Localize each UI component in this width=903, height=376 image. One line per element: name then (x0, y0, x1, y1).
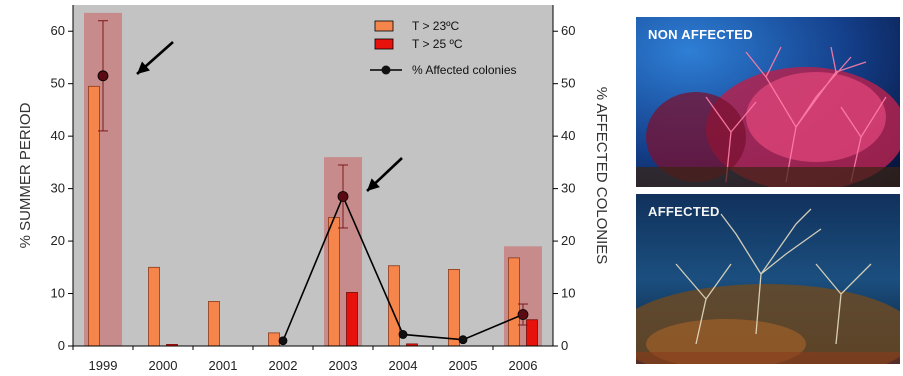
right-tick-label-10: 10 (561, 286, 575, 301)
left-tick-label-0: 0 (58, 338, 65, 353)
point-affected-2004 (398, 330, 408, 339)
point-affected-2002 (278, 336, 288, 346)
legend-swatch-t25 (374, 38, 394, 50)
left-tick-label-30: 30 (51, 181, 65, 196)
affected-label: AFFECTED (648, 204, 720, 219)
left-tick-label-60: 60 (51, 23, 65, 38)
bleached-gorgonian-image (636, 194, 900, 364)
left-tick-label-20: 20 (51, 233, 65, 248)
point-affected-2003 (337, 191, 349, 202)
legend-label-affected: % Affected colonies (412, 63, 517, 77)
affected-photo: AFFECTED (636, 194, 900, 364)
legend-marker-affected (381, 65, 391, 75)
bar-t23-2006 (508, 257, 520, 347)
right-tick-label-60: 60 (561, 23, 575, 38)
y2-axis-title: % AFFECTED COLONIES (593, 87, 610, 265)
plot-area (73, 5, 553, 346)
right-tick-label-50: 50 (561, 76, 575, 91)
x-tick-label-2001: 2001 (209, 358, 238, 373)
right-tick-label-40: 40 (561, 128, 575, 143)
bar-t25-2003 (346, 292, 358, 347)
bar-t23-2003 (328, 217, 340, 347)
x-tick-label-2004: 2004 (389, 358, 418, 373)
non-affected-photo: NON AFFECTED (636, 17, 900, 187)
point-affected-2005 (458, 335, 468, 345)
legend-label-t23: T > 23ºC (412, 19, 460, 33)
x-tick-label-2003: 2003 (329, 358, 358, 373)
non-affected-label: NON AFFECTED (648, 27, 753, 42)
bar-t25-2006 (526, 319, 538, 347)
arrow-2003-head (367, 178, 380, 191)
arrow-1999-head (137, 61, 150, 74)
left-tick-label-50: 50 (51, 76, 65, 91)
point-affected-2006 (517, 309, 529, 320)
left-tick-label-10: 10 (51, 286, 65, 301)
legend-swatch-t23 (374, 20, 394, 32)
x-tick-label-2002: 2002 (269, 358, 298, 373)
x-tick-label-1999: 1999 (89, 358, 118, 373)
left-tick-label-40: 40 (51, 128, 65, 143)
bar-t23-2002 (268, 332, 280, 347)
x-tick-label-2006: 2006 (509, 358, 538, 373)
right-tick-label-0: 0 (561, 338, 568, 353)
legend-label-t25: T > 25 ºC (412, 37, 463, 51)
bar-t23-2000 (148, 266, 160, 347)
y-axis-title: % SUMMER PERIOD (17, 102, 34, 248)
point-affected-1999 (97, 70, 109, 82)
red-gorgonian-image (636, 17, 900, 187)
bar-t23-2001 (208, 301, 220, 347)
right-tick-label-30: 30 (561, 181, 575, 196)
x-tick-label-2000: 2000 (149, 358, 178, 373)
x-tick-label-2005: 2005 (449, 358, 478, 373)
bar-t23-1999 (88, 85, 100, 347)
right-tick-label-20: 20 (561, 233, 575, 248)
bar-t23-2005 (448, 269, 460, 347)
